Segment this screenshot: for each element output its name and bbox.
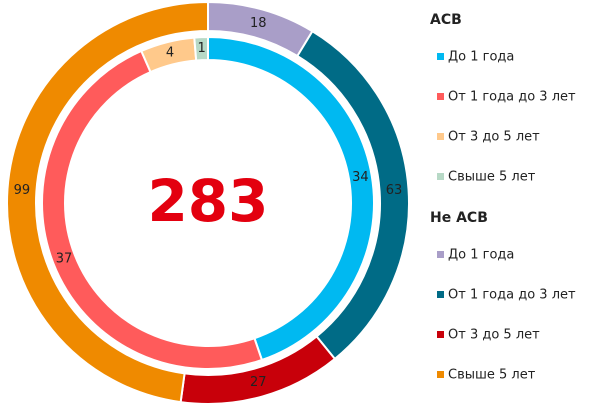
legend-label: До 1 года <box>448 248 514 263</box>
legend-label: До 1 года <box>448 50 514 65</box>
legend-swatch <box>437 251 444 258</box>
data-label: 99 <box>14 183 31 198</box>
data-label: 4 <box>166 46 174 61</box>
legend-swatch <box>437 291 444 298</box>
data-label: 63 <box>386 183 403 198</box>
data-label: 27 <box>250 375 267 390</box>
legend-label: Свыше 5 лет <box>448 368 536 383</box>
legend-swatch <box>437 331 444 338</box>
legend-heading: АСВ <box>430 12 462 28</box>
legend-label: От 3 до 5 лет <box>448 328 540 343</box>
legend-swatch <box>437 133 444 140</box>
data-label: 18 <box>250 16 267 31</box>
donut-segment <box>6 0 209 404</box>
legend-label: От 3 до 5 лет <box>448 130 540 145</box>
data-label: 37 <box>56 252 73 267</box>
data-label: 34 <box>352 170 369 185</box>
data-label: 1 <box>197 41 205 56</box>
legend-swatch <box>437 93 444 100</box>
legend-label: Свыше 5 лет <box>448 170 536 185</box>
legend-label: От 1 года до 3 лет <box>448 288 576 303</box>
legend-heading: Не АСВ <box>430 210 488 226</box>
legend-swatch <box>437 173 444 180</box>
legend-swatch <box>437 53 444 60</box>
legend-label: От 1 года до 3 лет <box>448 90 576 105</box>
legend-swatch <box>437 371 444 378</box>
donut-segment <box>193 35 209 62</box>
center-label: 283 <box>147 167 268 235</box>
